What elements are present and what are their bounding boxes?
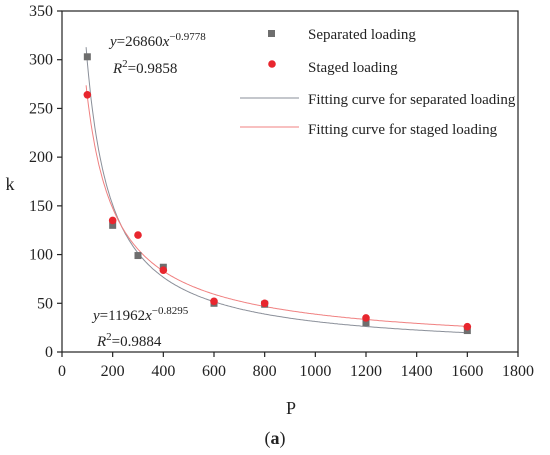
eq1-r-exp: 2 (122, 58, 128, 70)
point-separated (463, 327, 471, 335)
x-tick-label: 600 (202, 363, 226, 380)
point-staged (362, 314, 370, 322)
eq2-y: y (91, 308, 100, 324)
eq2-exp: −0.8295 (152, 305, 189, 317)
eq1-r-val: =0.9858 (128, 61, 178, 77)
x-axis-title: P (286, 398, 296, 418)
plot-frame (61, 10, 519, 353)
y-tick-label: 150 (29, 198, 53, 215)
point-staged (260, 299, 269, 308)
x-tick-label: 400 (151, 363, 175, 380)
point-staged (83, 90, 92, 99)
x-tick-label: 200 (101, 363, 125, 380)
fit-curve-1 (85, 85, 468, 327)
x-tick-label: 1600 (451, 363, 483, 380)
point-separated (134, 252, 142, 260)
legend-label-separated-fit: Fitting curve for separated loading (308, 92, 516, 108)
fit-curve-0 (85, 47, 468, 334)
legend-marker-separated (268, 30, 275, 37)
caption-open: ( (265, 428, 271, 449)
y-axis-title: k (6, 174, 15, 194)
y-tick-label: 200 (29, 149, 53, 166)
y-tick-label: 0 (45, 344, 53, 361)
y-tick-label: 250 (29, 100, 53, 117)
eq1-r: R (112, 61, 122, 77)
eq1-var: x (162, 34, 170, 50)
eq2-coef: =11962 (100, 308, 145, 324)
eq2-r-exp: 2 (106, 331, 112, 343)
equation-staged: y=11962x−0.8295 (91, 305, 189, 324)
legend-label-separated: Separated loading (308, 27, 416, 43)
r2-separated: R2=0.9858 (112, 58, 177, 77)
caption-letter: a (271, 428, 280, 448)
fit-curves (85, 47, 468, 334)
legend: Separated loading Staged loading Fitting… (240, 27, 516, 138)
eq2-r: R (96, 334, 106, 350)
y-tick-label: 50 (37, 295, 53, 312)
eq2-var: x (144, 308, 152, 324)
x-tick-label: 1000 (299, 363, 331, 380)
y-tick-label: 100 (29, 247, 53, 264)
legend-label-staged: Staged loading (308, 60, 398, 76)
equation-separated: y=26860x−0.9778 (108, 31, 206, 50)
x-tick-label: 1400 (401, 363, 433, 380)
point-staged (463, 322, 472, 331)
point-staged (159, 266, 168, 274)
data-points (83, 53, 472, 335)
eq1-y: y (108, 34, 117, 50)
eq2-r-val: =0.9884 (112, 334, 162, 350)
caption-close: ) (280, 428, 286, 449)
eq1-exp: −0.9778 (169, 31, 206, 43)
eq1-coef: =26860 (117, 34, 163, 50)
x-tick-label: 1200 (350, 363, 382, 380)
point-staged (108, 216, 117, 225)
x-axis-ticks: 0 200 400 600 800 1000 1200 1400 1600 1800 (58, 352, 534, 380)
point-staged (134, 231, 142, 239)
x-tick-label: 0 (58, 363, 66, 380)
figure-caption: (a) (265, 428, 286, 449)
r2-staged: R2=0.9884 (96, 331, 162, 350)
y-axis-ticks: 0 50 100 150 200 250 300 350 (29, 3, 62, 361)
legend-marker-staged (268, 60, 276, 68)
point-separated (83, 53, 91, 61)
y-tick-label: 300 (29, 52, 53, 69)
point-separated (362, 319, 370, 327)
x-tick-label: 1800 (502, 363, 534, 380)
point-staged (210, 297, 218, 306)
legend-label-staged-fit: Fitting curve for staged loading (308, 122, 498, 138)
point-separated (109, 221, 117, 229)
x-tick-label: 800 (253, 363, 277, 380)
y-tick-label: 350 (29, 3, 53, 20)
